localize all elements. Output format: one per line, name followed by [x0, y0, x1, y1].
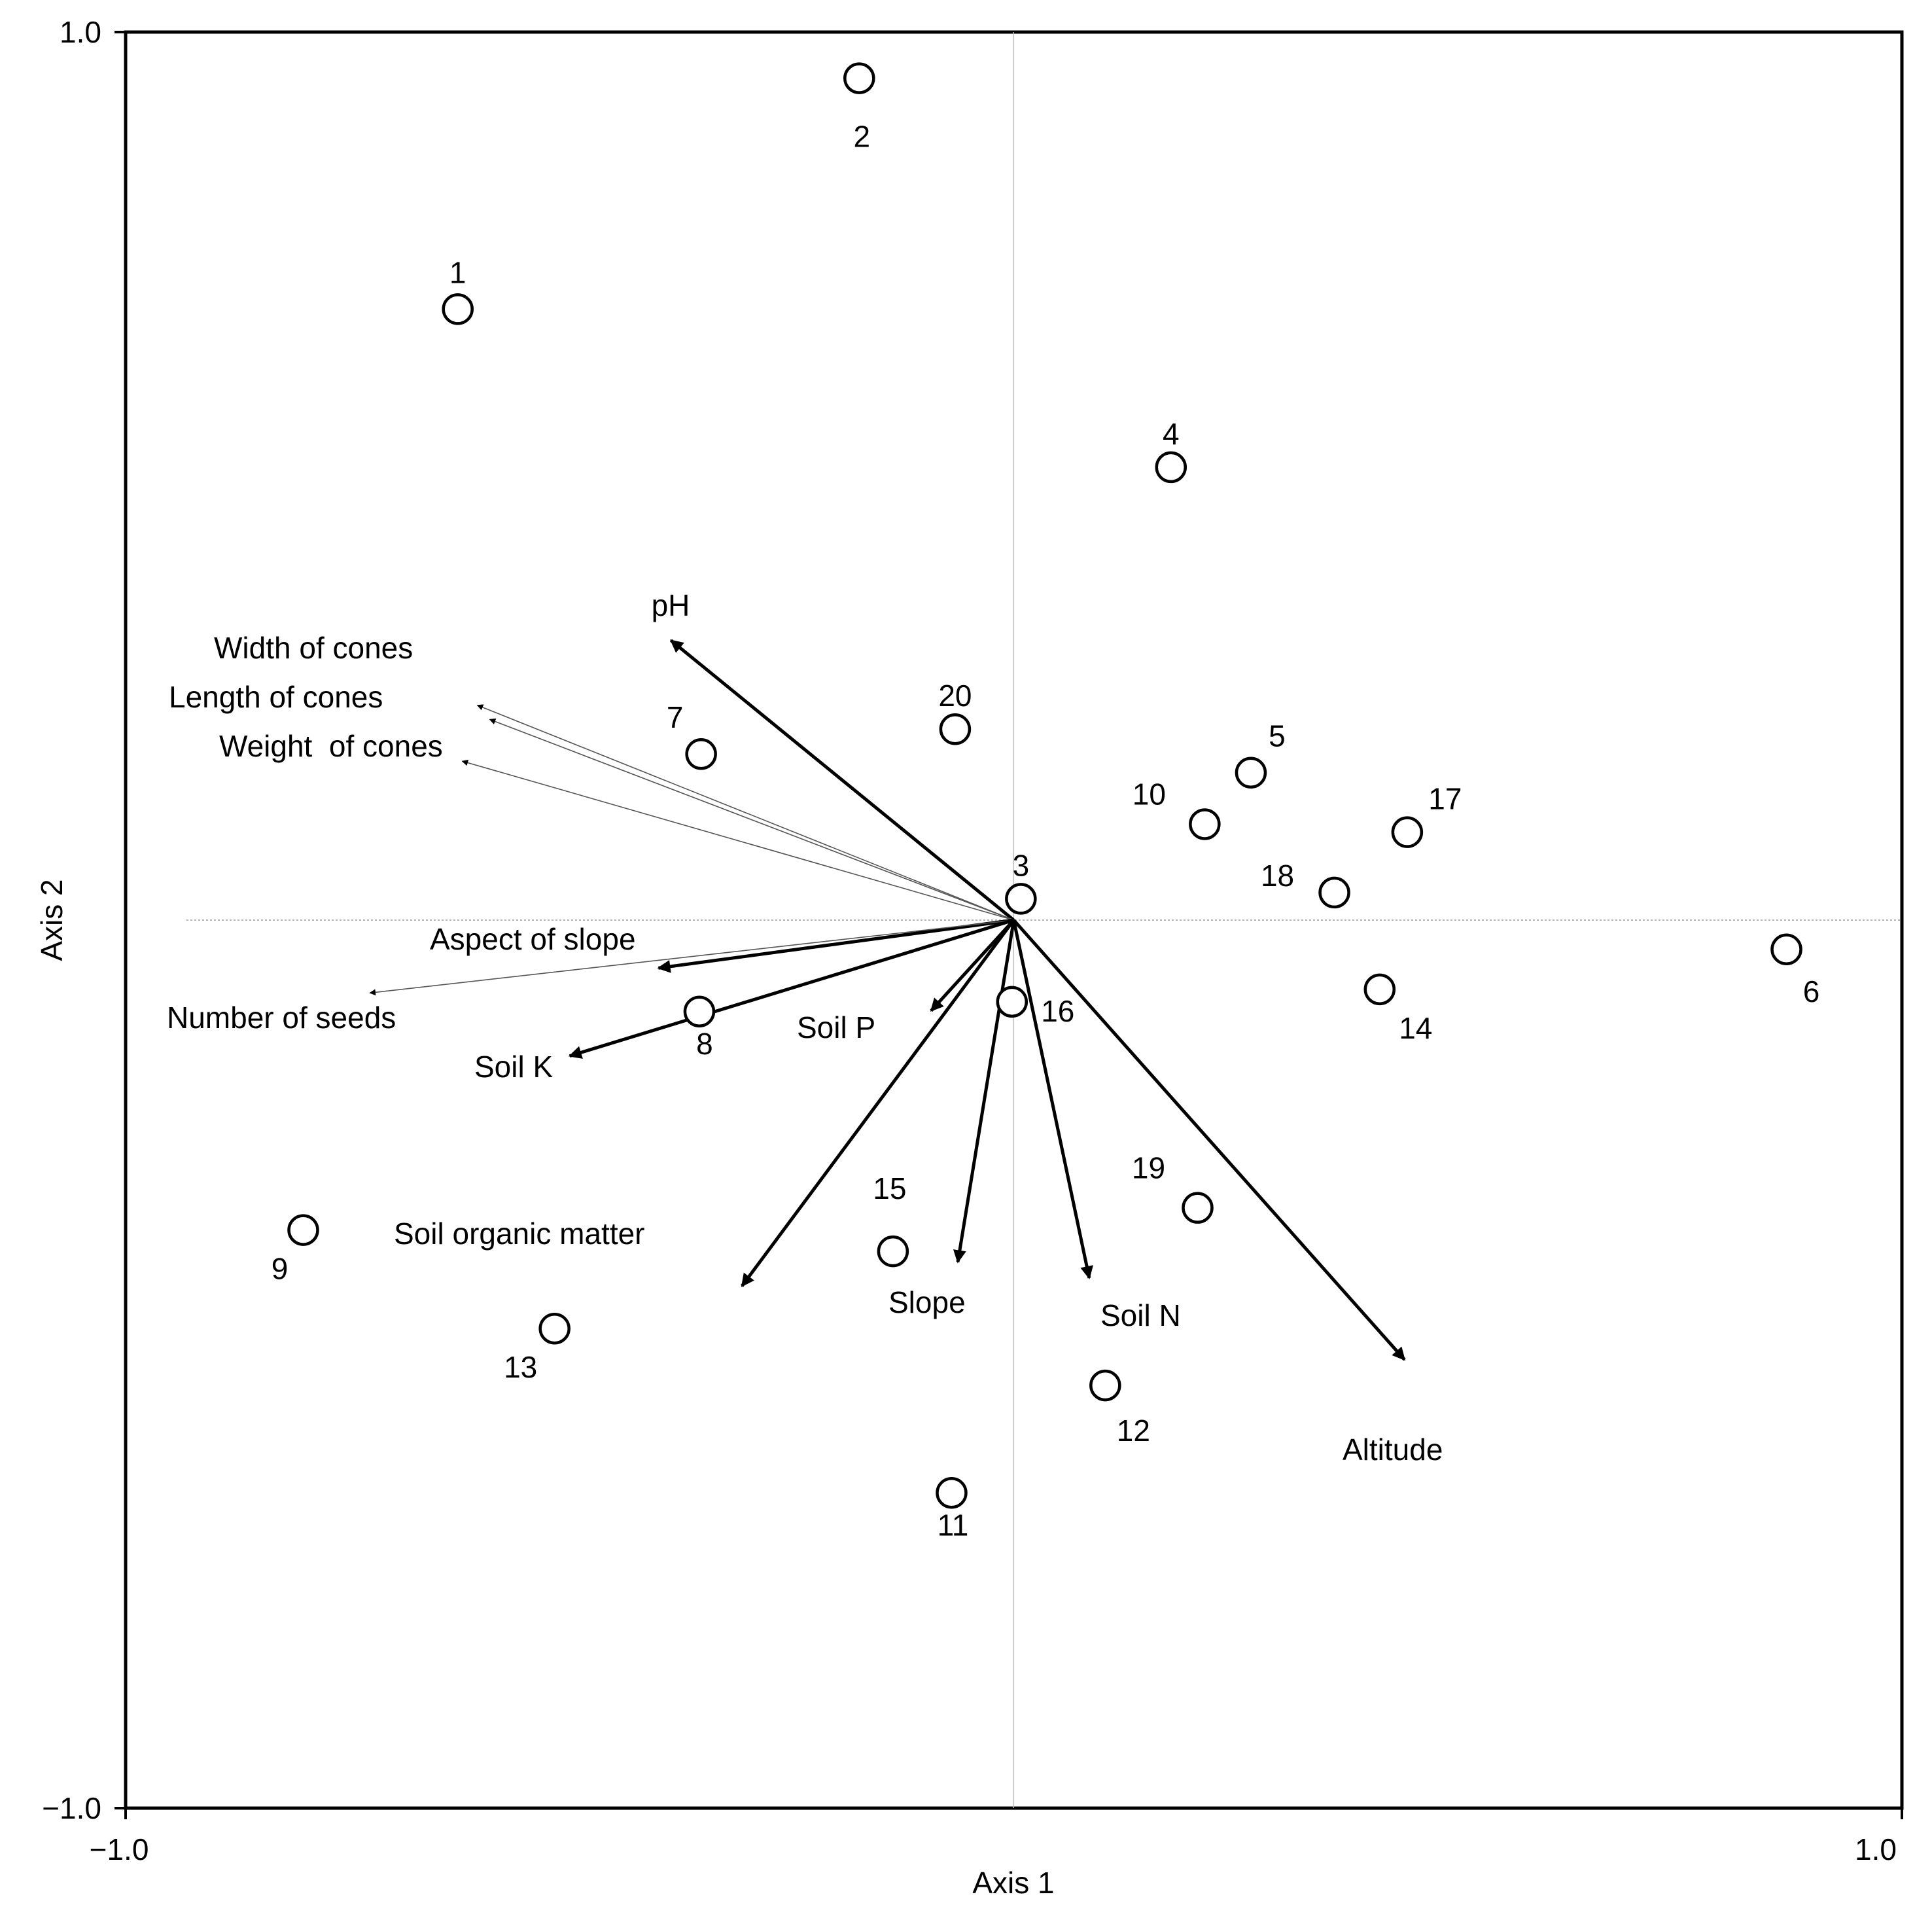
site-point-17	[1391, 816, 1424, 848]
vector-arrow-9	[953, 919, 1015, 1264]
vector-arrow-5	[369, 919, 1014, 996]
y-tick-label-top: 1.0	[60, 15, 101, 49]
site-label-17: 17	[1428, 782, 1462, 816]
site-point-19	[1182, 1192, 1214, 1224]
vector-arrow-10	[1012, 919, 1093, 1279]
x-tick-label-right: 1.0	[1855, 1832, 1897, 1866]
site-point-2	[843, 62, 875, 94]
vector-label-5: Number of seeds	[167, 1001, 396, 1035]
site-point-16	[996, 986, 1028, 1018]
x-axis-title: Axis 1	[972, 1866, 1054, 1900]
site-point-12	[1089, 1369, 1121, 1402]
site-point-1	[442, 293, 474, 325]
vector-label-4: Aspect of slope	[430, 922, 636, 956]
site-point-14	[1363, 973, 1396, 1006]
vector-label-9: Slope	[888, 1285, 966, 1319]
site-point-15	[877, 1235, 909, 1268]
site-point-20	[939, 713, 972, 745]
site-point-6	[1770, 933, 1802, 966]
vector-label-10: Soil N	[1100, 1298, 1181, 1332]
site-label-7: 7	[667, 700, 684, 734]
vector-arrow-2	[476, 704, 1014, 921]
vector-label-3: Weight of cones	[219, 729, 443, 763]
vector-arrow-0	[669, 639, 1015, 921]
site-label-2: 2	[853, 120, 870, 154]
site-label-3: 3	[1013, 848, 1030, 882]
vector-arrow-4	[657, 918, 1014, 973]
vector-arrow-1	[461, 759, 1014, 921]
site-label-11: 11	[938, 1508, 969, 1542]
x-tick-label-left: −1.0	[90, 1832, 149, 1866]
site-label-5: 5	[1269, 719, 1286, 753]
site-label-1: 1	[449, 255, 466, 289]
site-point-10	[1189, 808, 1221, 840]
site-label-12: 12	[1117, 1414, 1150, 1448]
site-label-8: 8	[696, 1027, 713, 1061]
vector-arrow-6	[568, 918, 1015, 1059]
vector-label-1: Width of cones	[214, 631, 413, 665]
environmental-vectors: pH Width of cones Length of cones Weight of…	[167, 588, 1443, 1467]
site-label-15: 15	[873, 1171, 906, 1205]
site-point-9	[287, 1214, 319, 1246]
vector-label-2: Length of cones	[169, 680, 383, 714]
vector-arrow-8	[741, 919, 1015, 1287]
vector-label-8: Soil organic matter	[394, 1217, 645, 1251]
site-label-4: 4	[1163, 417, 1180, 451]
site-label-18: 18	[1261, 859, 1294, 893]
site-label-9: 9	[272, 1252, 289, 1286]
vector-label-11: Altitude	[1343, 1433, 1443, 1467]
y-tick-label-bottom: −1.0	[42, 1791, 101, 1825]
site-point-11	[936, 1477, 968, 1509]
site-label-14: 14	[1399, 1011, 1432, 1045]
site-point-18	[1318, 876, 1350, 909]
site-label-20: 20	[938, 679, 972, 713]
y-axis-title: Axis 2	[35, 879, 69, 961]
site-point-7	[685, 738, 717, 770]
site-label-13: 13	[504, 1350, 537, 1384]
site-label-6: 6	[1803, 974, 1820, 1008]
site-label-16: 16	[1041, 994, 1074, 1028]
site-label-19: 19	[1132, 1151, 1165, 1185]
vector-arrow-11	[1012, 919, 1406, 1361]
vector-arrow-7	[930, 919, 1015, 1012]
vector-label-7: Soil P	[797, 1010, 875, 1044]
vector-label-6: Soil K	[474, 1050, 553, 1084]
vector-label-0: pH	[652, 588, 690, 622]
site-point-4	[1155, 451, 1187, 484]
vector-arrow-3	[489, 718, 1014, 921]
site-label-10: 10	[1133, 777, 1166, 811]
site-point-13	[538, 1312, 571, 1345]
site-point-3	[1005, 883, 1037, 915]
site-point-5	[1235, 757, 1267, 789]
site-point-8	[683, 995, 716, 1028]
